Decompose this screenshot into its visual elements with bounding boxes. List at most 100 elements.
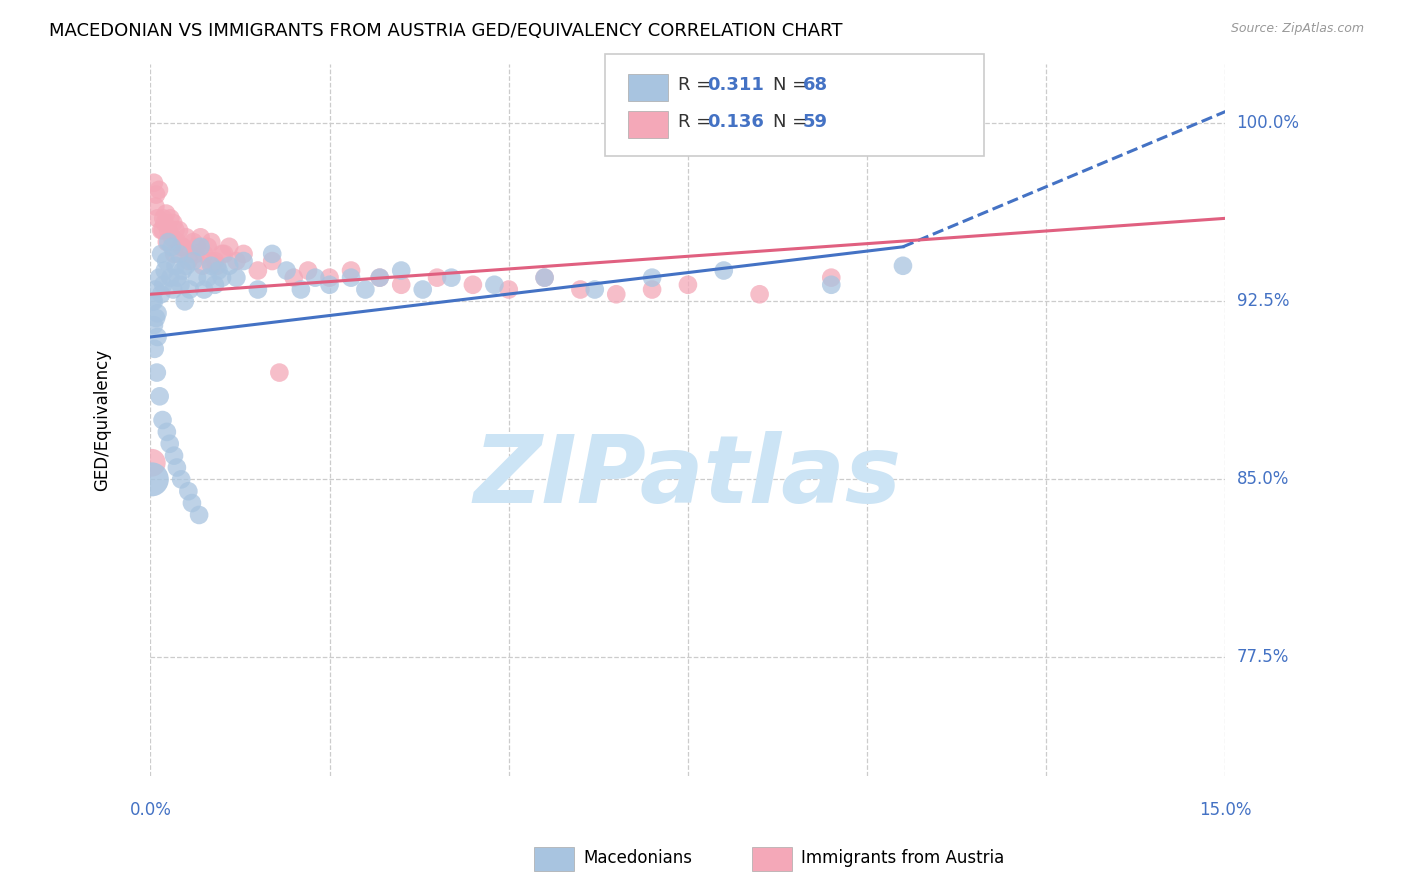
Point [141, 456, 163, 470]
Point [152, 413, 174, 427]
Point [440, 270, 463, 285]
Point [318, 277, 340, 292]
Text: 0.0%: 0.0% [129, 801, 172, 819]
Point [207, 263, 229, 277]
Point [183, 235, 205, 249]
Point [174, 230, 197, 244]
Point [177, 484, 200, 499]
Point [368, 270, 391, 285]
Point [533, 270, 555, 285]
Point [262, 254, 284, 268]
Point [162, 216, 184, 230]
Point [225, 254, 247, 268]
Point [318, 270, 340, 285]
Point [533, 270, 555, 285]
Text: 59: 59 [803, 113, 828, 131]
Point [200, 259, 222, 273]
Point [165, 223, 187, 237]
Point [160, 230, 183, 244]
Point [179, 247, 201, 261]
Point [179, 283, 201, 297]
Point [152, 211, 174, 226]
Point [676, 277, 699, 292]
Point [159, 437, 181, 451]
Point [498, 283, 520, 297]
Point [143, 342, 166, 356]
Point [173, 294, 195, 309]
Point [170, 472, 193, 486]
Text: Immigrants from Austria: Immigrants from Austria [801, 849, 1005, 867]
Point [142, 294, 165, 309]
Point [891, 259, 914, 273]
Point [146, 330, 169, 344]
Point [166, 235, 188, 249]
Point [246, 283, 269, 297]
Point [426, 270, 449, 285]
Point [184, 247, 207, 261]
Point [583, 283, 606, 297]
Point [183, 254, 205, 268]
Text: N =: N = [773, 113, 813, 131]
Point [166, 460, 188, 475]
Point [150, 223, 173, 237]
Text: 68: 68 [803, 76, 828, 94]
Point [340, 263, 363, 277]
Point [167, 223, 190, 237]
Point [157, 223, 180, 237]
Point [186, 270, 208, 285]
Point [156, 425, 179, 439]
Point [262, 247, 284, 261]
Point [145, 283, 167, 297]
Point [212, 247, 235, 261]
Point [145, 199, 167, 213]
Point [152, 223, 174, 237]
Point [165, 259, 187, 273]
Point [748, 287, 770, 301]
Point [160, 240, 183, 254]
Point [198, 254, 221, 268]
Text: 0.136: 0.136 [707, 113, 763, 131]
Point [641, 270, 664, 285]
Point [177, 254, 200, 268]
Point [232, 247, 254, 261]
Point [276, 263, 298, 277]
Point [820, 277, 842, 292]
Point [146, 211, 169, 226]
Point [193, 247, 215, 261]
Point [304, 270, 326, 285]
Point [153, 216, 176, 230]
Point [152, 277, 174, 292]
Text: N =: N = [773, 76, 813, 94]
Point [155, 254, 177, 268]
Point [156, 235, 179, 249]
Text: R =: R = [678, 113, 717, 131]
Point [205, 259, 228, 273]
Text: MACEDONIAN VS IMMIGRANTS FROM AUSTRIA GED/EQUIVALENCY CORRELATION CHART: MACEDONIAN VS IMMIGRANTS FROM AUSTRIA GE… [49, 22, 842, 40]
Text: 85.0%: 85.0% [1237, 470, 1289, 489]
Point [354, 283, 377, 297]
Point [190, 230, 212, 244]
Point [142, 176, 165, 190]
Point [159, 270, 181, 285]
Point [225, 270, 247, 285]
Point [204, 254, 226, 268]
Text: Source: ZipAtlas.com: Source: ZipAtlas.com [1230, 22, 1364, 36]
Point [170, 240, 193, 254]
Point [218, 240, 240, 254]
Point [141, 294, 163, 309]
Point [820, 270, 842, 285]
Point [186, 240, 208, 254]
Point [641, 283, 664, 297]
Point [145, 187, 167, 202]
Point [246, 263, 269, 277]
Text: 0.311: 0.311 [707, 76, 763, 94]
Point [153, 263, 176, 277]
Point [172, 263, 194, 277]
Point [145, 310, 167, 325]
Point [172, 240, 194, 254]
Text: ZIPatlas: ZIPatlas [474, 431, 903, 523]
Point [197, 240, 219, 254]
Point [204, 277, 226, 292]
Point [218, 259, 240, 273]
Point [269, 366, 291, 380]
